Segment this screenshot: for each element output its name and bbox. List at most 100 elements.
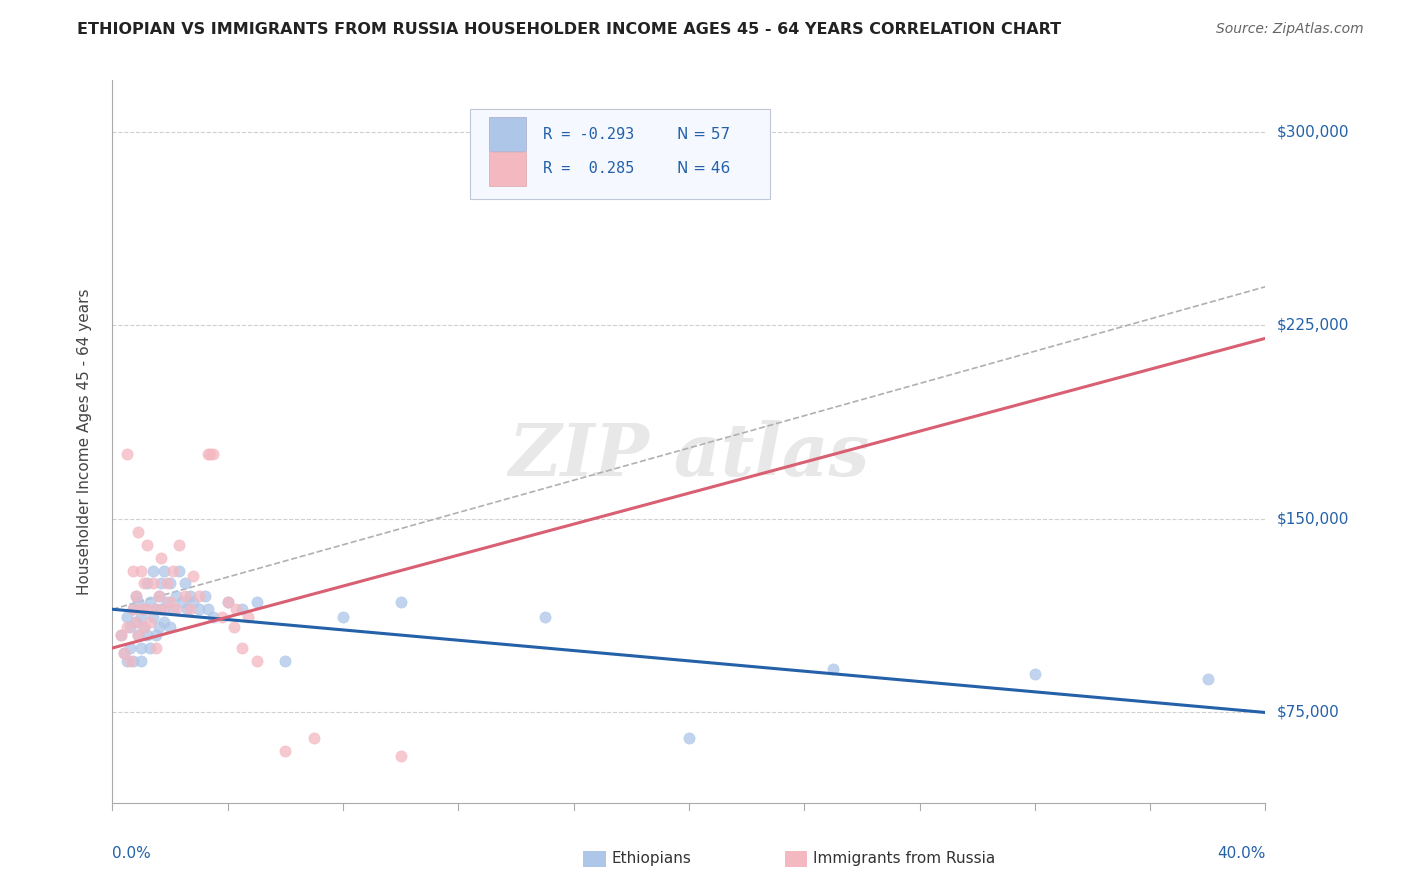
Point xyxy=(246,594,269,608)
Point xyxy=(170,594,193,608)
Point xyxy=(136,602,159,616)
Text: Ethiopians: Ethiopians xyxy=(612,852,692,866)
Text: R =  0.285: R = 0.285 xyxy=(543,161,634,177)
FancyBboxPatch shape xyxy=(489,152,526,186)
Point xyxy=(222,620,245,634)
Point xyxy=(1197,672,1219,686)
Point xyxy=(389,594,412,608)
Point xyxy=(121,564,143,578)
Point xyxy=(124,615,146,630)
Point xyxy=(165,602,187,616)
Point xyxy=(173,576,195,591)
Point xyxy=(194,590,217,604)
Point xyxy=(142,576,165,591)
Point xyxy=(159,620,181,634)
Point xyxy=(112,646,135,660)
Point xyxy=(129,564,153,578)
Point xyxy=(110,628,132,642)
Point xyxy=(134,620,156,634)
Point xyxy=(211,610,233,624)
Point xyxy=(129,640,153,655)
Point xyxy=(217,594,239,608)
Point xyxy=(112,646,135,660)
Point xyxy=(156,594,179,608)
Point xyxy=(197,602,219,616)
Point xyxy=(153,602,176,616)
Point xyxy=(678,731,700,746)
Point xyxy=(173,590,195,604)
Point xyxy=(236,610,259,624)
Point xyxy=(202,610,225,624)
Point xyxy=(148,590,170,604)
Point xyxy=(134,576,156,591)
Text: $300,000: $300,000 xyxy=(1277,124,1348,139)
Point xyxy=(127,524,149,539)
Point xyxy=(150,550,173,565)
Point xyxy=(225,602,247,616)
Point xyxy=(148,590,170,604)
Text: Source: ZipAtlas.com: Source: ZipAtlas.com xyxy=(1216,22,1364,37)
Point xyxy=(304,731,326,746)
Text: Immigrants from Russia: Immigrants from Russia xyxy=(813,852,995,866)
Text: N = 57: N = 57 xyxy=(678,127,731,142)
Point xyxy=(274,654,297,668)
Point xyxy=(159,576,181,591)
Point xyxy=(121,602,143,616)
Point xyxy=(246,654,269,668)
Point xyxy=(821,662,844,676)
Point xyxy=(124,615,146,630)
Text: ETHIOPIAN VS IMMIGRANTS FROM RUSSIA HOUSEHOLDER INCOME AGES 45 - 64 YEARS CORREL: ETHIOPIAN VS IMMIGRANTS FROM RUSSIA HOUS… xyxy=(77,22,1062,37)
Point xyxy=(179,602,201,616)
Point xyxy=(167,564,190,578)
Point xyxy=(142,610,165,624)
Point xyxy=(167,538,190,552)
Point xyxy=(153,564,176,578)
Point xyxy=(142,564,165,578)
Point xyxy=(159,594,181,608)
Text: $75,000: $75,000 xyxy=(1277,705,1340,720)
Point xyxy=(115,447,138,461)
Point xyxy=(127,594,149,608)
Point xyxy=(134,620,156,634)
Point xyxy=(136,576,159,591)
Point xyxy=(136,628,159,642)
Point xyxy=(176,602,198,616)
Point xyxy=(181,568,204,582)
Point xyxy=(139,640,162,655)
Point xyxy=(150,602,173,616)
Point xyxy=(134,602,156,616)
Point xyxy=(124,590,146,604)
Point xyxy=(162,602,184,616)
Point xyxy=(145,640,167,655)
Point xyxy=(274,744,297,758)
Point xyxy=(156,576,179,591)
Point xyxy=(118,620,141,634)
Y-axis label: Householder Income Ages 45 - 64 years: Householder Income Ages 45 - 64 years xyxy=(77,288,91,595)
Point xyxy=(534,610,557,624)
Point xyxy=(124,590,146,604)
Text: 0.0%: 0.0% xyxy=(112,847,152,861)
Point xyxy=(217,594,239,608)
Point xyxy=(139,615,162,630)
Point xyxy=(1024,666,1046,681)
Point xyxy=(188,590,211,604)
Point xyxy=(188,602,211,616)
Point xyxy=(231,640,253,655)
Point xyxy=(145,602,167,616)
Point xyxy=(200,447,222,461)
Point xyxy=(145,628,167,642)
Point xyxy=(165,590,187,604)
Point xyxy=(115,620,138,634)
Point xyxy=(139,594,162,608)
Point xyxy=(150,576,173,591)
Point xyxy=(129,610,153,624)
Point xyxy=(332,610,354,624)
Point xyxy=(118,640,141,655)
Point xyxy=(127,628,149,642)
Point xyxy=(145,602,167,616)
Text: ZIP atlas: ZIP atlas xyxy=(509,420,869,491)
Point xyxy=(121,654,143,668)
FancyBboxPatch shape xyxy=(470,109,769,200)
Point xyxy=(197,447,219,461)
Point xyxy=(129,602,153,616)
